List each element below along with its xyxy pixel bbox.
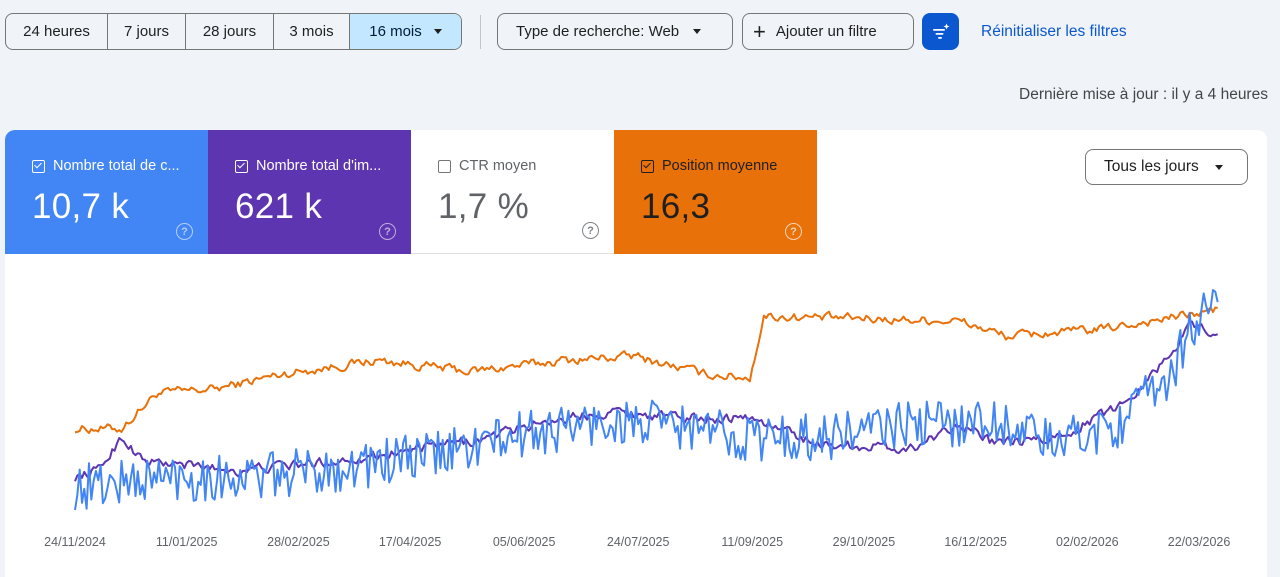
add-filter-button[interactable]: + Ajouter un filtre: [742, 13, 914, 50]
metric-total-impressions[interactable]: Nombre total d'im... 621 k ?: [208, 130, 411, 254]
reset-filters-link[interactable]: Réinitialiser les filtres: [981, 22, 1127, 40]
range-16m-button[interactable]: 16 mois: [350, 14, 461, 49]
x-tick-label: 02/02/2026: [1056, 535, 1119, 549]
metric-average-position-value: 16,3: [641, 187, 711, 226]
search-type-dropdown[interactable]: Type de recherche: Web: [497, 13, 733, 50]
metric-label-text: CTR moyen: [459, 158, 537, 174]
ai-filter-button[interactable]: [922, 13, 959, 50]
filter-divider: [480, 15, 481, 49]
x-tick-label: 05/06/2025: [493, 535, 556, 549]
x-tick-label: 11/01/2025: [156, 535, 218, 549]
performance-chart-svg: 24/11/2024 11/01/2025 28/02/2025 17/04/2025…: [44, 289, 1231, 549]
range-16m-label: 16 mois: [369, 23, 422, 40]
plus-icon: +: [753, 18, 766, 44]
metric-label-text: Position moyenne: [662, 158, 778, 174]
help-circle-icon[interactable]: ?: [176, 223, 193, 240]
checkbox-icon[interactable]: [641, 159, 654, 173]
help-circle-icon[interactable]: ?: [379, 223, 396, 240]
x-tick-label: 24/11/2024: [44, 535, 106, 549]
performance-card: Nombre total de c... 10,7 k ? Nombre tot…: [5, 130, 1267, 577]
add-filter-label: Ajouter un filtre: [775, 23, 877, 40]
metric-total-clicks-label: Nombre total de c...: [32, 158, 180, 174]
chevron-down-icon: [693, 29, 702, 34]
range-7d-button[interactable]: 7 jours: [108, 14, 186, 49]
series-line-nombre-total-d-impressions: [74, 320, 1219, 482]
range-24h-button[interactable]: 24 heures: [6, 14, 108, 49]
metric-average-position[interactable]: Position moyenne 16,3 ?: [614, 130, 817, 254]
metric-average-position-label: Position moyenne: [641, 158, 777, 174]
range-3m-button[interactable]: 3 mois: [274, 14, 350, 49]
metric-total-impressions-label: Nombre total d'im...: [235, 158, 381, 174]
help-circle-icon[interactable]: ?: [785, 223, 802, 240]
metric-total-clicks[interactable]: Nombre total de c... 10,7 k ?: [5, 130, 208, 254]
filter-bar: 24 heures 7 jours 28 jours 3 mois 16 moi…: [0, 13, 1280, 50]
x-tick-label: 11/09/2025: [721, 535, 783, 549]
metric-average-ctr-value: 1,7 %: [438, 187, 529, 226]
last-update-text: Dernière mise à jour : il y a 4 heures: [1019, 86, 1268, 103]
checkbox-icon[interactable]: [32, 159, 45, 173]
performance-chart: 24/11/2024 11/01/2025 28/02/2025 17/04/2025…: [5, 280, 1267, 577]
checkbox-icon[interactable]: [438, 159, 451, 173]
metric-label-text: Nombre total de c...: [53, 158, 180, 174]
metric-total-clicks-value: 10,7 k: [32, 187, 130, 226]
series-line-nombre-total-de-clics: [74, 289, 1219, 511]
x-tick-label: 24/07/2025: [607, 535, 670, 549]
checkbox-icon[interactable]: [235, 159, 248, 173]
sparkle-filter-icon: [932, 23, 949, 39]
chevron-down-icon: [1214, 164, 1223, 170]
granularity-dropdown[interactable]: Tous les jours: [1085, 149, 1248, 185]
date-range-selector: 24 heures 7 jours 28 jours 3 mois 16 moi…: [5, 13, 462, 50]
range-28d-button[interactable]: 28 jours: [186, 14, 274, 49]
x-tick-label: 22/03/2026: [1168, 535, 1231, 549]
x-tick-label: 28/02/2025: [267, 535, 330, 549]
search-type-label: Type de recherche: Web: [516, 23, 680, 40]
granularity-label: Tous les jours: [1104, 158, 1199, 175]
x-tick-label: 16/12/2025: [944, 535, 1007, 549]
metric-average-ctr-label: CTR moyen: [438, 158, 536, 174]
metric-average-ctr[interactable]: CTR moyen 1,7 % ?: [411, 130, 614, 254]
x-tick-label: 17/04/2025: [379, 535, 442, 549]
chevron-down-icon: [433, 29, 442, 34]
metric-total-impressions-value: 621 k: [235, 187, 323, 226]
series-line-position-moyenne: [74, 306, 1218, 434]
x-tick-label: 29/10/2025: [833, 535, 896, 549]
metric-label-text: Nombre total d'im...: [256, 158, 382, 174]
help-circle-icon[interactable]: ?: [582, 222, 599, 239]
